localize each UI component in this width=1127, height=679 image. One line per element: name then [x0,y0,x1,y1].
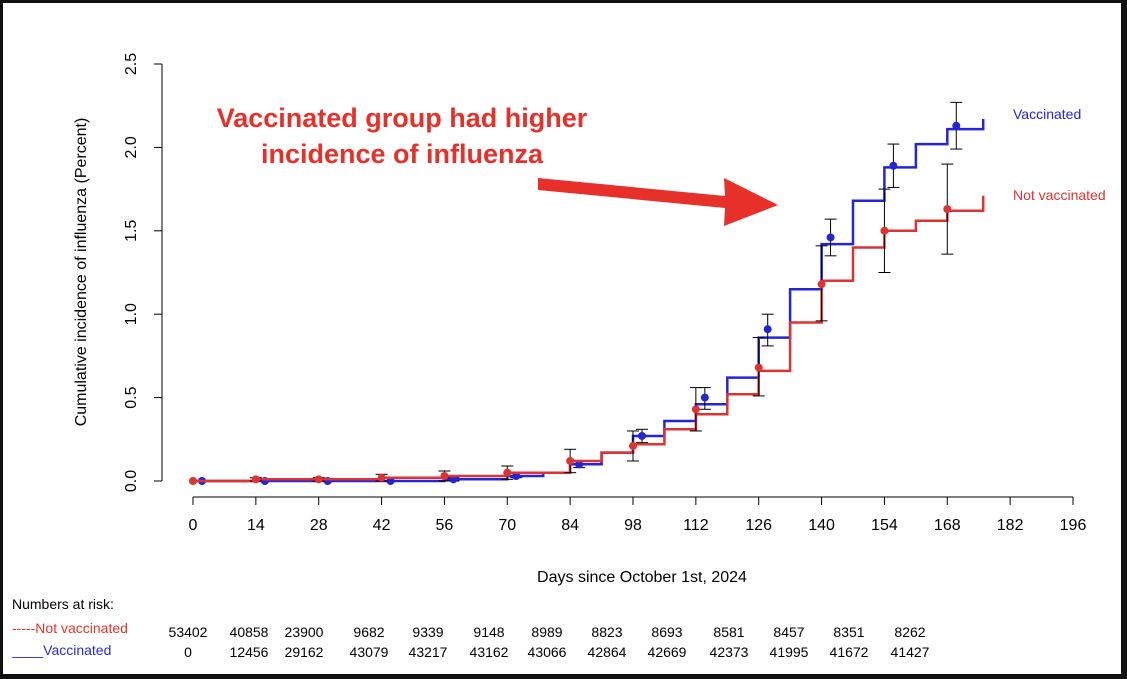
risk-count-vaccinated: 43162 [469,644,509,660]
x-tick-label: 196 [1060,517,1087,534]
risk-count-not-vaccinated: 8457 [773,624,805,640]
risk-count-vaccinated: 41427 [890,644,930,660]
data-point-not-vaccinated [314,475,323,484]
data-point-not-vaccinated [691,405,700,414]
risk-count-vaccinated: 42864 [587,644,627,660]
risk-count-vaccinated: 0 [184,644,192,660]
series-label-vaccinated: Vaccinated [1013,106,1081,122]
data-point-vaccinated [512,471,521,480]
risk-label-not-vaccinated: -----Not vaccinated [12,620,128,636]
risk-count-not-vaccinated: 8262 [894,624,926,640]
x-axis-title: Days since October 1st, 2024 [537,569,747,586]
data-point-vaccinated [637,431,646,440]
data-point-not-vaccinated [629,441,637,450]
data-point-not-vaccinated [754,363,763,372]
x-tick-label: 42 [373,517,391,534]
data-point-vaccinated [826,233,835,242]
data-point-not-vaccinated [189,477,197,485]
risk-count-not-vaccinated: 53402 [168,624,208,640]
risk-count-not-vaccinated: 40858 [229,624,269,640]
risk-count-vaccinated: 43079 [349,644,389,660]
data-point-vaccinated [952,121,961,130]
x-tick-label: 126 [745,517,772,534]
data-point-not-vaccinated [943,205,952,214]
data-point-not-vaccinated [251,475,260,484]
y-tick-label: 1.5 [123,220,140,242]
y-tick-label: 2.5 [123,53,140,75]
x-tick-label: 98 [624,517,642,534]
risk-count-vaccinated: 43066 [527,644,567,660]
axes: 0 14 28 42 56 70 84 98 112 126 140 154 168 182 196 0.0 0… [73,53,1086,586]
risk-count-not-vaccinated: 8581 [713,624,745,640]
data-point-not-vaccinated [566,456,575,465]
risk-count-vaccinated: 41995 [769,644,809,660]
x-tick-label: 182 [997,517,1024,534]
x-tick-label: 154 [871,517,898,534]
data-point-not-vaccinated [817,280,826,289]
risk-count-not-vaccinated: 8693 [651,624,683,640]
y-tick-label: 1.0 [123,303,140,325]
annotation-line-2: incidence of influenza [261,139,544,169]
series-group: Vaccinated Not vaccinated [189,101,1106,485]
x-tick-label: 168 [934,517,961,534]
data-point-vaccinated [449,475,458,484]
risk-count-vaccinated: 43217 [408,644,448,660]
risk-count-vaccinated: 41672 [829,644,869,660]
annotation-arrow-icon [538,178,778,226]
x-tick-label: 14 [247,517,265,534]
series-label-not-vaccinated: Not vaccinated [1013,187,1106,203]
risk-count-not-vaccinated: 23900 [284,624,324,640]
risk-count-not-vaccinated: 9148 [473,624,505,640]
y-tick-label: 0.0 [123,470,140,492]
x-tick-label: 84 [561,517,579,534]
data-point-not-vaccinated [440,471,449,480]
data-point-vaccinated [386,477,395,485]
risk-count-not-vaccinated: 8351 [833,624,865,640]
risk-count-not-vaccinated: 9682 [353,624,385,640]
risk-count-vaccinated: 29162 [284,644,324,660]
risk-label-vaccinated: ____Vaccinated [12,642,112,658]
risk-count-vaccinated: 42669 [647,644,687,660]
y-tick-label: 0.5 [123,386,140,408]
x-tick-label: 140 [808,517,835,534]
risk-count-not-vaccinated: 9339 [412,624,444,640]
x-tick-label: 112 [683,517,709,534]
x-tick-label: 70 [498,517,516,534]
data-point-vaccinated [763,325,772,334]
annotation-line-1: Vaccinated group had higher [217,103,588,133]
risk-count-vaccinated: 42373 [709,644,749,660]
data-point-not-vaccinated [880,226,889,235]
risk-count-vaccinated: 12456 [229,644,269,660]
data-point-not-vaccinated [503,468,512,477]
y-tick-label: 2.0 [123,136,140,158]
series-line-vaccinated [193,119,985,483]
x-tick-label: 56 [436,517,454,534]
x-tick-label: 28 [310,517,328,534]
data-point-vaccinated [889,161,898,170]
risk-table-title: Numbers at risk: [12,596,114,612]
annotation-group: Vaccinated group had higher incidence of … [217,103,778,226]
risk-count-not-vaccinated: 8823 [591,624,623,640]
y-axis-title: Cumulative incidence of influenza (Perce… [73,118,90,427]
data-point-not-vaccinated [377,473,386,482]
risk-count-not-vaccinated: 8989 [531,624,563,640]
x-tick-label: 0 [189,517,198,534]
data-point-vaccinated [575,460,584,469]
series-line-not-vaccinated [193,195,985,483]
data-point-vaccinated [700,393,709,402]
